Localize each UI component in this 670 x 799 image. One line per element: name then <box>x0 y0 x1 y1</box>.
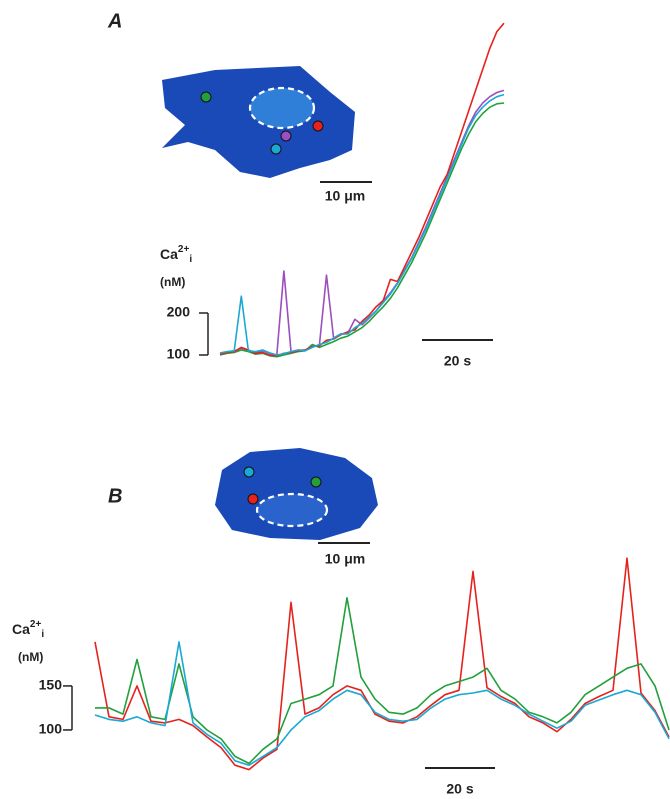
trace <box>219 93 505 356</box>
y-tick-label: 200 <box>167 304 191 320</box>
nucleus-outline <box>255 492 329 528</box>
y-tick-label: 150 <box>39 677 63 693</box>
time-scale-label: 20 s <box>446 781 473 797</box>
y-tick-label: 100 <box>167 346 191 362</box>
y-axis-label: Ca2+i <box>160 244 192 265</box>
y-label-base: Ca <box>12 621 30 637</box>
roi-dot <box>200 91 212 103</box>
trace <box>219 22 505 357</box>
panel-letter: A <box>107 10 122 32</box>
trace <box>94 557 670 771</box>
y-label-sup: 2+ <box>30 619 42 630</box>
trace <box>94 641 670 766</box>
trace <box>95 597 670 765</box>
y-label-sub: i <box>41 629 44 640</box>
roi-dot <box>312 120 324 132</box>
image-scale-label: 10 μm <box>325 188 365 204</box>
panel-letter: B <box>108 485 122 507</box>
y-tick-label: 100 <box>39 721 63 737</box>
roi-dot <box>247 493 259 505</box>
roi-dot <box>243 466 255 478</box>
image-scale-label: 10 μm <box>325 551 365 567</box>
time-scale-label: 20 s <box>444 353 471 369</box>
roi-dot <box>280 130 292 142</box>
roi-dot <box>270 143 282 155</box>
cell-image-b <box>215 448 378 540</box>
roi-dot <box>310 476 322 488</box>
cell-shape <box>215 448 378 540</box>
cell-image-a <box>162 66 355 178</box>
y-axis-units: (nM) <box>160 275 185 289</box>
nucleus-outline <box>248 86 316 130</box>
y-label-sub: i <box>189 254 192 265</box>
y-axis-label: Ca2+i <box>12 619 44 640</box>
y-axis-units: (nM) <box>18 650 43 664</box>
y-label-sup: 2+ <box>178 244 190 255</box>
y-label-base: Ca <box>160 246 178 262</box>
